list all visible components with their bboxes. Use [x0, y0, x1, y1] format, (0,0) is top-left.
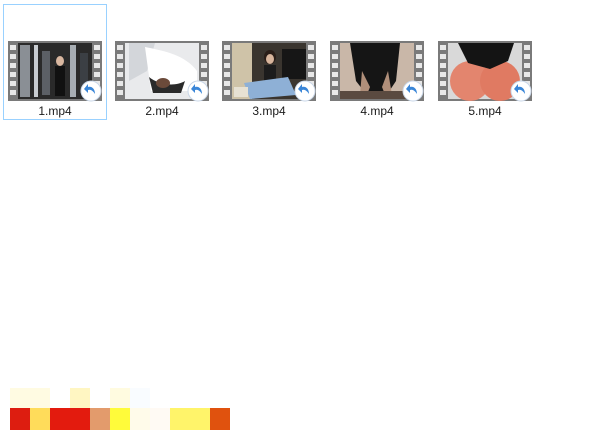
- mosaic-block: [130, 408, 150, 430]
- mosaic-block: [70, 388, 90, 408]
- file-item[interactable]: 5.mp4: [433, 4, 537, 120]
- file-item[interactable]: 3.mp4: [217, 4, 321, 120]
- shortcut-arrow-icon: [510, 80, 532, 102]
- mosaic-block: [50, 408, 90, 430]
- video-file-icon: [438, 41, 532, 101]
- mosaic-block: [90, 408, 110, 430]
- video-file-icon: [8, 41, 102, 101]
- mosaic-block: [170, 408, 210, 430]
- mosaic-block: [10, 388, 50, 408]
- pixelated-overlay: [10, 388, 235, 430]
- file-item[interactable]: 4.mp4: [325, 4, 429, 120]
- mosaic-block: [150, 408, 170, 430]
- file-grid: 1.mp4 2.mp4: [3, 4, 543, 124]
- mosaic-block: [110, 408, 130, 430]
- file-name-label: 5.mp4: [468, 104, 502, 118]
- mosaic-block: [110, 388, 130, 408]
- shortcut-arrow-icon: [80, 80, 102, 102]
- mosaic-block: [10, 408, 30, 430]
- shortcut-arrow-icon: [294, 80, 316, 102]
- video-file-icon: [222, 41, 316, 101]
- mosaic-block: [130, 388, 150, 408]
- file-name-label: 3.mp4: [252, 104, 286, 118]
- shortcut-arrow-icon: [402, 80, 424, 102]
- file-name-label: 1.mp4: [38, 104, 72, 118]
- file-item[interactable]: 2.mp4: [110, 4, 214, 120]
- mosaic-block: [30, 408, 50, 430]
- shortcut-arrow-icon: [187, 80, 209, 102]
- file-item[interactable]: 1.mp4: [3, 4, 107, 120]
- mosaic-block: [210, 408, 230, 430]
- file-name-label: 4.mp4: [360, 104, 394, 118]
- file-name-label: 2.mp4: [145, 104, 179, 118]
